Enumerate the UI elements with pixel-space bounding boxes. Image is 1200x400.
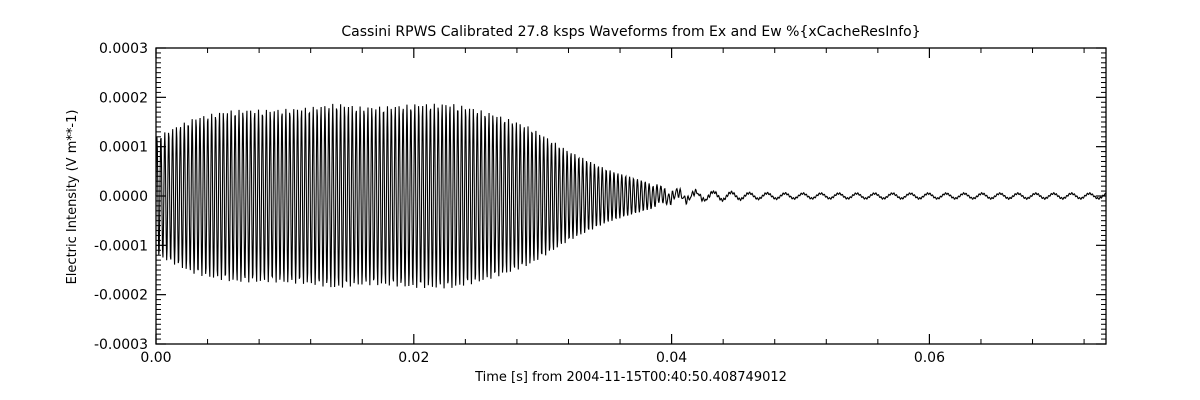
x-tick-label: 0.06 (914, 350, 945, 366)
y-tick-label: -0.0001 (94, 238, 148, 254)
x-tick-label: 0.04 (656, 350, 687, 366)
y-axis-label: Electric Intensity (V m**-1) (65, 110, 80, 285)
waveform-series-line (155, 103, 1107, 289)
x-axis-label: Time [s] from 2004-11-15T00:40:50.408749… (474, 370, 787, 385)
chart-title: Cassini RPWS Calibrated 27.8 ksps Wavefo… (341, 24, 920, 40)
x-tick-label: 0.02 (398, 350, 429, 366)
tick-labels: 0.0003 0.0002 0.0001 0.0000 -0.0001 -0.0002 -0… (94, 41, 945, 366)
x-tick-label: 0.00 (140, 350, 171, 366)
y-tick-label: 0.0003 (99, 41, 148, 57)
y-tick-label: 0.0000 (99, 189, 148, 205)
y-tick-label: 0.0001 (99, 140, 148, 156)
plot-frame (155, 47, 1107, 345)
y-tick-label: 0.0002 (99, 90, 148, 106)
y-tick-label: -0.0003 (94, 337, 148, 353)
series-group (155, 103, 1107, 289)
y-tick-label: -0.0002 (94, 288, 148, 304)
